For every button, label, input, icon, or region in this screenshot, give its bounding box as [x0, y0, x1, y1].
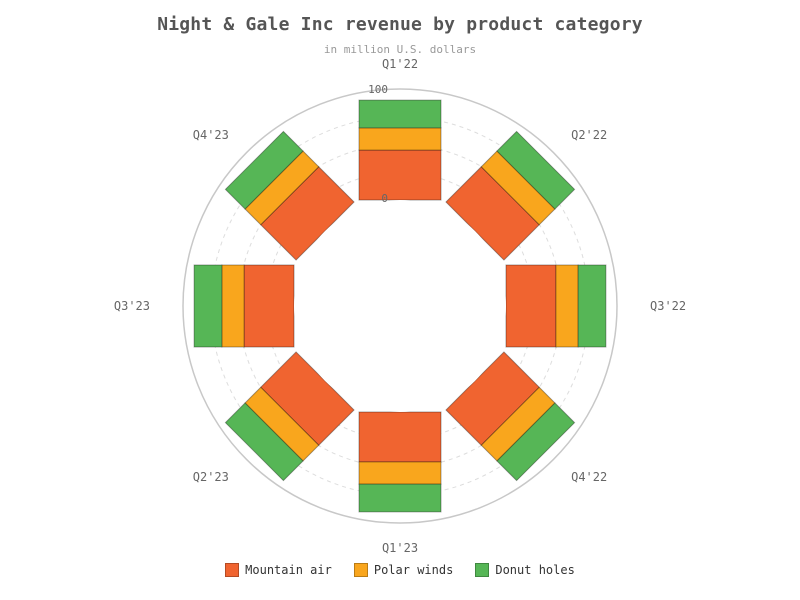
- bar-stack: [193, 264, 295, 348]
- bar-segment: [358, 99, 442, 129]
- radial-tick-label: 100: [368, 83, 388, 96]
- bar-segment: [505, 264, 557, 348]
- bar-segment: [358, 461, 442, 485]
- category-label: Q3'22: [650, 299, 686, 313]
- bar-segment: [224, 130, 304, 210]
- radial-ticks: 0 100: [368, 83, 388, 205]
- inner-hole: [294, 200, 506, 412]
- bar-segment: [555, 264, 579, 348]
- bar-segment: [243, 264, 295, 348]
- bar-stack: [358, 411, 442, 513]
- bar-segment: [496, 402, 576, 482]
- category-label: Q1'23: [382, 541, 418, 555]
- bar-segment: [358, 149, 442, 201]
- legend-swatch: [353, 563, 368, 577]
- bars: [193, 99, 607, 513]
- bar-stack: [358, 99, 442, 201]
- bar-segment: [358, 411, 442, 463]
- category-label: Q2'23: [193, 470, 229, 484]
- category-label: Q4'22: [571, 470, 607, 484]
- legend: Mountain air Polar winds Donut holes: [0, 563, 800, 577]
- legend-item[interactable]: Mountain air: [225, 563, 332, 577]
- polar-bar-chart: Q1'22 Q2'22 Q3'22 Q4'22 Q1'23 Q2'23 Q3'23 Q4'23…: [114, 57, 686, 555]
- category-label: Q3'23: [114, 299, 150, 313]
- outer-grid-ring: [182, 88, 618, 524]
- bar-segment: [358, 127, 442, 151]
- category-label: Q4'23: [193, 128, 229, 142]
- legend-label: Polar winds: [373, 563, 454, 577]
- legend-swatch: [475, 563, 490, 577]
- category-label: Q2'22: [571, 128, 607, 142]
- bar-segment: [358, 483, 442, 513]
- category-label: Q1'22: [382, 57, 418, 71]
- chart-title: Night & Gale Inc revenue by product cate…: [157, 14, 643, 35]
- bar-stack: [224, 130, 355, 261]
- bar-segment: [496, 130, 576, 210]
- legend-item[interactable]: Polar winds: [353, 563, 454, 577]
- bar-stack: [445, 351, 576, 482]
- radial-tick-label: 0: [381, 192, 388, 205]
- chart-subtitle: in million U.S. dollars: [323, 43, 477, 56]
- legend-label: Donut holes: [495, 563, 575, 577]
- bar-stack: [224, 351, 355, 482]
- bar-segment: [224, 402, 304, 482]
- bar-segment: [221, 264, 245, 348]
- bar-stack: [505, 264, 607, 348]
- legend-item[interactable]: Donut holes: [475, 563, 575, 577]
- category-labels: Q1'22 Q2'22 Q3'22 Q4'22 Q1'23 Q2'23 Q3'23 Q4'23: [114, 57, 686, 555]
- legend-label: Mountain air: [245, 563, 332, 577]
- bar-segment: [577, 264, 607, 348]
- bar-stack: [445, 130, 576, 261]
- bar-segment: [193, 264, 223, 348]
- legend-swatch: [225, 563, 240, 577]
